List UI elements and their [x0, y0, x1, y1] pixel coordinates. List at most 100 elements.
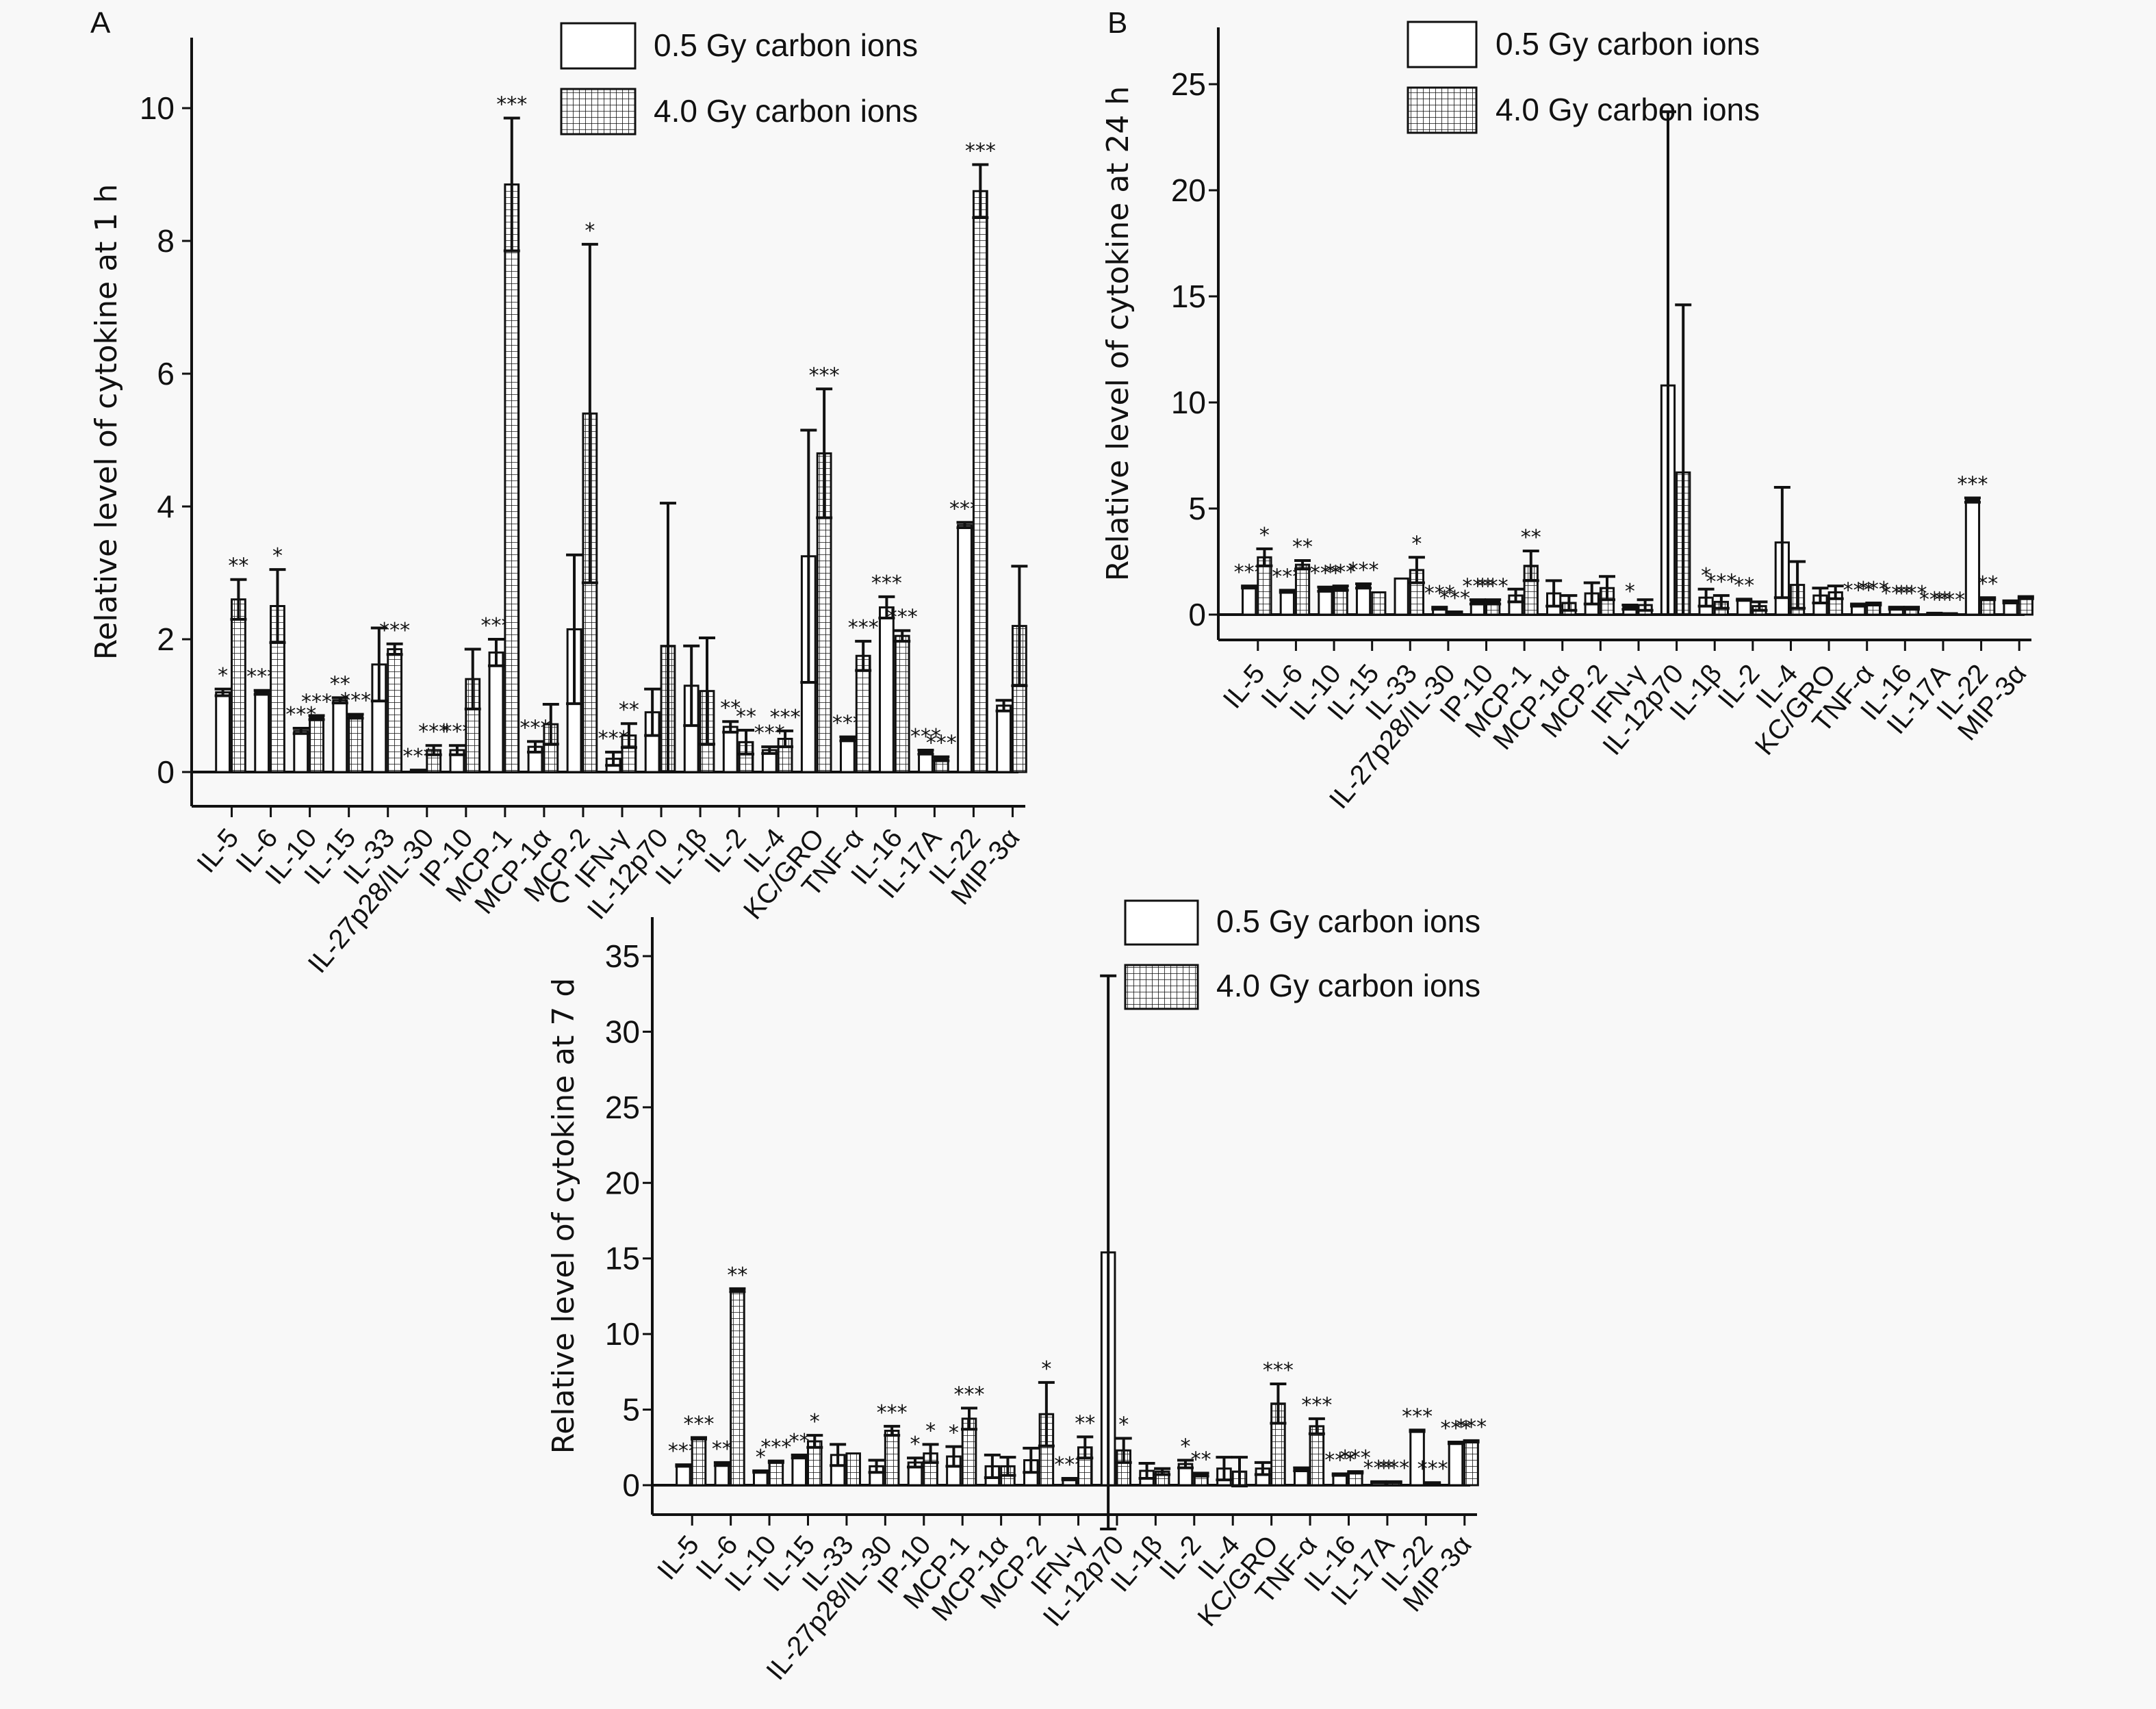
- significance-marker: ***: [418, 720, 449, 744]
- bar-4-0-gy: [768, 1461, 784, 1487]
- significance-marker: ***: [1324, 1448, 1355, 1472]
- bar-4-0-gy: [1294, 563, 1311, 616]
- significance-marker: **: [1521, 526, 1541, 550]
- significance-marker: ***: [1310, 562, 1341, 586]
- significance-marker: ***: [848, 616, 879, 640]
- plot-c: 0 5 10 15 20 25 30 35 Relative level of cytokine…: [546, 917, 1487, 1686]
- panel-c: C 0.5 Gy carbon ions 4.0 Gy carbon ions …: [546, 875, 1487, 1686]
- significance-marker: ***: [1325, 561, 1356, 584]
- legend-label-high: 4.0 Gy carbon ions: [654, 93, 918, 129]
- bar-4-0-gy: [894, 634, 910, 773]
- significance-marker: ***: [1378, 1456, 1409, 1480]
- y-tick-label: 4: [157, 489, 175, 524]
- significance-marker: ***: [1919, 588, 1950, 612]
- bar-0-5-gy: [722, 725, 739, 773]
- bar-4-0-gy: [2018, 596, 2033, 616]
- y-tick-label: 10: [140, 90, 175, 126]
- significance-marker: ***: [1456, 1415, 1487, 1439]
- bar-4-0-gy: [1463, 1440, 1479, 1487]
- y-tick-label: 8: [157, 223, 175, 259]
- y-tick-label: 20: [605, 1165, 640, 1200]
- significance-marker: **: [720, 696, 741, 720]
- significance-marker: *: [218, 664, 228, 688]
- significance-marker: **: [1977, 572, 1998, 596]
- significance-marker: ***: [965, 139, 996, 163]
- y-tick-label: 6: [157, 356, 175, 391]
- significance-marker: *: [1701, 564, 1711, 588]
- significance-marker: *: [756, 1445, 766, 1469]
- legend-label-low: 0.5 Gy carbon ions: [654, 27, 918, 63]
- y-tick-label: 0: [1188, 597, 1206, 632]
- significance-marker: ***: [760, 1436, 791, 1460]
- bar-0-5-gy: [254, 691, 270, 773]
- legend-label-high: 4.0 Gy carbon ions: [1216, 968, 1480, 1003]
- bar-0-5-gy: [996, 704, 1012, 773]
- significance-marker: ***: [1348, 558, 1379, 582]
- significance-marker: *: [1411, 532, 1422, 556]
- y-axis-title: Relative level of cytokine at 24 h: [1101, 86, 1135, 582]
- significance-marker: ***: [1478, 574, 1509, 598]
- significance-marker: ***: [1957, 473, 1988, 497]
- panel-a: A 0.5 Gy carbon ions 4.0 Gy carbon ions …: [89, 6, 1028, 979]
- significance-marker: ***: [1439, 587, 1470, 611]
- bar-0-5-gy: [1448, 1441, 1464, 1487]
- panel-letter-c: C: [549, 875, 571, 909]
- significance-marker: ***: [1263, 1359, 1294, 1383]
- legend-swatch-high: [1407, 86, 1478, 134]
- significance-marker: ***: [1934, 588, 1965, 612]
- bar-0-5-gy: [839, 738, 856, 773]
- significance-marker: **: [1292, 535, 1313, 559]
- significance-marker: ***: [340, 689, 371, 713]
- y-tick-label: 5: [1188, 491, 1206, 526]
- bar-0-5-gy: [879, 606, 895, 773]
- bar-0-5-gy: [1318, 588, 1333, 616]
- significance-marker: ***: [1441, 1417, 1472, 1441]
- y-tick-label: 0: [622, 1467, 640, 1503]
- y-tick-label: 25: [1171, 66, 1206, 102]
- significance-marker: *: [949, 1422, 959, 1445]
- significance-marker: **: [330, 672, 350, 696]
- significance-marker: *: [810, 1410, 820, 1434]
- legend-b: 0.5 Gy carbon ions 4.0 Gy carbon ions: [1407, 21, 1760, 134]
- bar-0-5-gy: [1279, 590, 1295, 616]
- legend-swatch-low: [560, 22, 637, 70]
- bar-0-5-gy: [714, 1463, 730, 1487]
- bar-4-0-gy: [884, 1429, 900, 1487]
- y-axis-title: Relative level of cytokine at 1 h: [89, 184, 124, 660]
- significance-marker: *: [925, 1419, 936, 1443]
- significance-marker: **: [228, 554, 248, 578]
- bar-0-5-gy: [488, 651, 504, 773]
- significance-marker: ***: [871, 571, 902, 595]
- significance-marker: ***: [910, 725, 941, 749]
- legend-swatch-high: [560, 88, 637, 136]
- bar-4-0-gy: [845, 1452, 862, 1487]
- significance-marker: ***: [1402, 1404, 1433, 1428]
- bar-0-5-gy: [215, 691, 231, 773]
- significance-marker: ***: [954, 1383, 985, 1406]
- significance-marker: *: [585, 219, 595, 243]
- significance-marker: ***: [1881, 582, 1912, 606]
- significance-marker: ***: [926, 732, 957, 756]
- bar-4-0-gy: [348, 715, 363, 773]
- panel-b: B 0.5 Gy carbon ions 4.0 Gy carbon ions …: [1101, 6, 2034, 814]
- legend-swatch-low: [1407, 21, 1478, 68]
- panel-letter-a: A: [90, 6, 111, 40]
- significance-marker: **: [619, 698, 639, 722]
- significance-marker: ***: [1462, 574, 1493, 598]
- significance-marker: ***: [379, 619, 410, 643]
- significance-marker: ***: [301, 691, 332, 715]
- y-tick-label: 20: [1171, 172, 1206, 208]
- significance-marker: ***: [1896, 582, 1927, 606]
- y-tick-label: 5: [622, 1392, 640, 1428]
- legend-swatch-high: [1124, 964, 1199, 1010]
- bar-4-0-gy: [231, 598, 246, 773]
- significance-marker: ***: [1843, 579, 1874, 603]
- significance-marker: ***: [809, 363, 840, 387]
- significance-marker: ***: [1301, 1393, 1332, 1417]
- panel-letter-b: B: [1107, 6, 1127, 40]
- y-tick-label: 2: [157, 621, 175, 657]
- bar-4-0-gy: [387, 648, 403, 773]
- bar-4-0-gy: [504, 183, 520, 773]
- bar-4-0-gy: [691, 1437, 707, 1487]
